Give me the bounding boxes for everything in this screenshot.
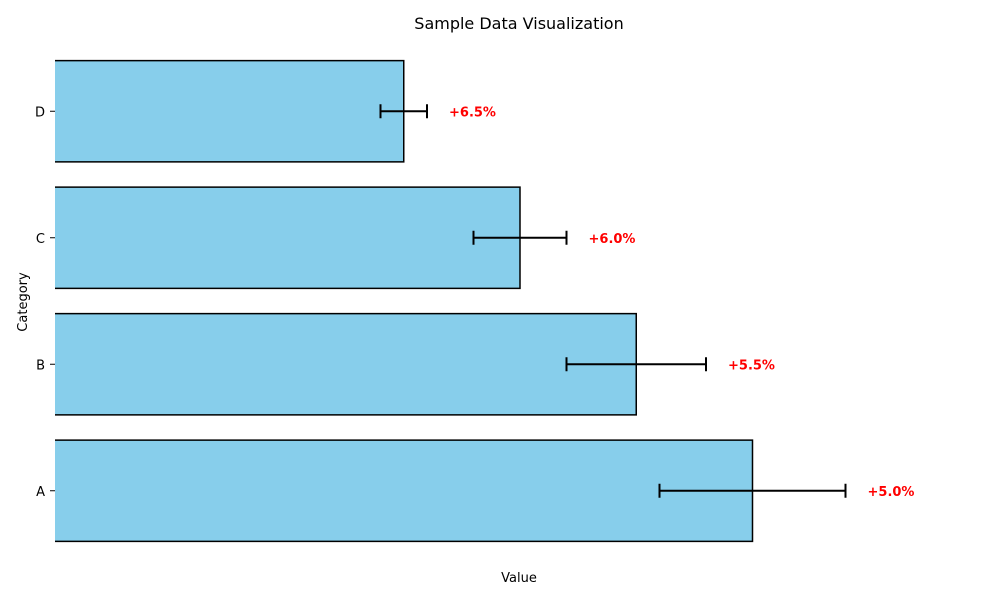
- x-axis-label: Value: [501, 571, 537, 586]
- error-bar-d: [379, 104, 428, 119]
- annotation-b: +5.5%: [728, 358, 775, 373]
- chart-title: Sample Data Visualization: [414, 14, 623, 33]
- bar-c: [55, 187, 520, 289]
- annotation-d: +6.5%: [449, 105, 496, 120]
- y-tick-label-a: A: [36, 485, 45, 500]
- y-tick-label-b: B: [36, 358, 45, 373]
- y-axis-label: Category: [16, 272, 31, 332]
- bar-b: [55, 313, 637, 415]
- bar-d: [55, 60, 404, 162]
- error-bar-c: [472, 230, 568, 245]
- y-tick-label-c: C: [36, 232, 45, 247]
- error-bar-a: [658, 483, 847, 498]
- annotation-c: +6.0%: [589, 232, 636, 247]
- annotation-a: +5.0%: [868, 485, 915, 500]
- error-bar-b: [565, 357, 707, 372]
- bar-a: [55, 440, 753, 542]
- y-tick-label-d: D: [35, 105, 45, 120]
